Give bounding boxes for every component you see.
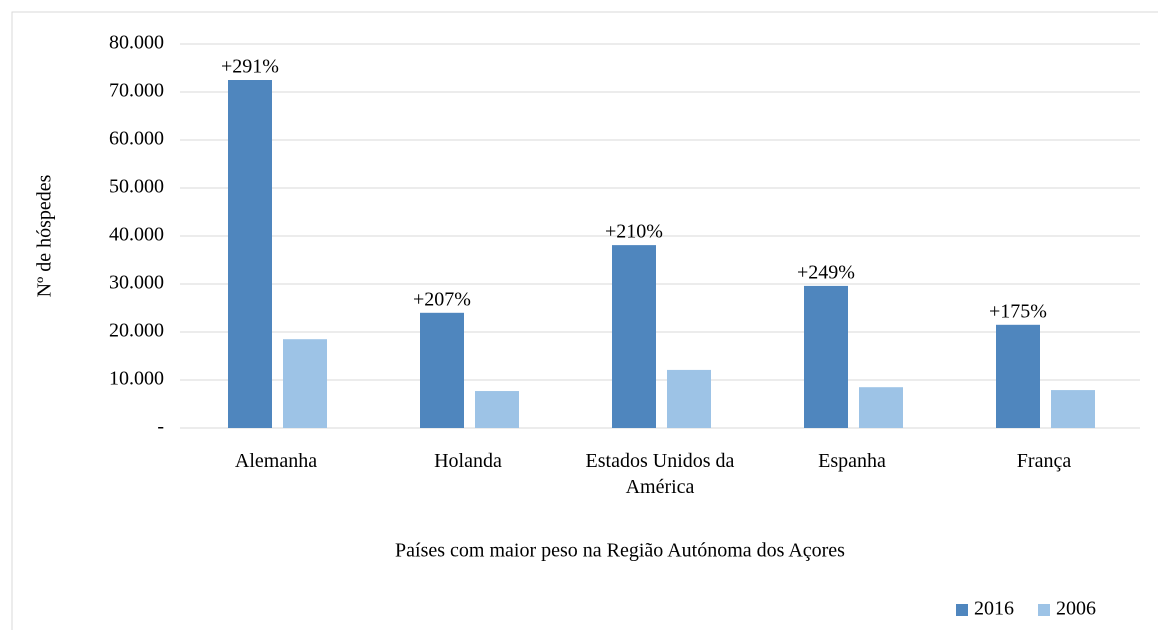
y-tick-label: 50.000 bbox=[109, 176, 164, 198]
y-axis-label: Nº de hóspedes bbox=[34, 174, 56, 297]
annotation: +175% bbox=[989, 300, 1047, 322]
y-tick-label: 30.000 bbox=[109, 272, 164, 294]
bar bbox=[612, 245, 656, 428]
legend-swatch bbox=[1038, 604, 1050, 616]
x-tick-label: Holanda bbox=[434, 450, 502, 472]
bar bbox=[475, 391, 519, 428]
x-tick-label: Espanha bbox=[818, 450, 886, 472]
y-tick-label: 60.000 bbox=[109, 128, 164, 150]
y-tick-label: 10.000 bbox=[109, 368, 164, 390]
y-tick-label: 40.000 bbox=[109, 224, 164, 246]
y-tick-label: - bbox=[157, 416, 164, 438]
x-tick-label: Estados Unidos da América bbox=[585, 450, 735, 498]
y-tick-label: 80.000 bbox=[109, 32, 164, 54]
y-tick-label: 70.000 bbox=[109, 80, 164, 102]
x-tick-label: Alemanha bbox=[234, 450, 318, 472]
legend-label: 2006 bbox=[1056, 598, 1096, 620]
annotation: +291% bbox=[221, 56, 279, 78]
annotation: +210% bbox=[605, 221, 663, 243]
bar bbox=[996, 324, 1040, 428]
legend-swatch bbox=[956, 604, 968, 616]
x-axis-label: Países com maior peso na Região Autónoma… bbox=[395, 540, 845, 562]
bar bbox=[228, 80, 272, 428]
bar bbox=[1051, 390, 1095, 428]
bar bbox=[859, 387, 903, 428]
bar bbox=[804, 285, 848, 428]
bar bbox=[283, 339, 327, 428]
bar bbox=[420, 312, 464, 428]
legend-label: 2016 bbox=[974, 598, 1014, 620]
annotation: +207% bbox=[413, 288, 471, 310]
chart-border bbox=[11, 11, 1158, 630]
annotation: +249% bbox=[797, 262, 855, 284]
x-tick-label: França bbox=[1016, 450, 1072, 472]
y-tick-label: 20.000 bbox=[109, 320, 164, 342]
bar bbox=[667, 369, 711, 428]
